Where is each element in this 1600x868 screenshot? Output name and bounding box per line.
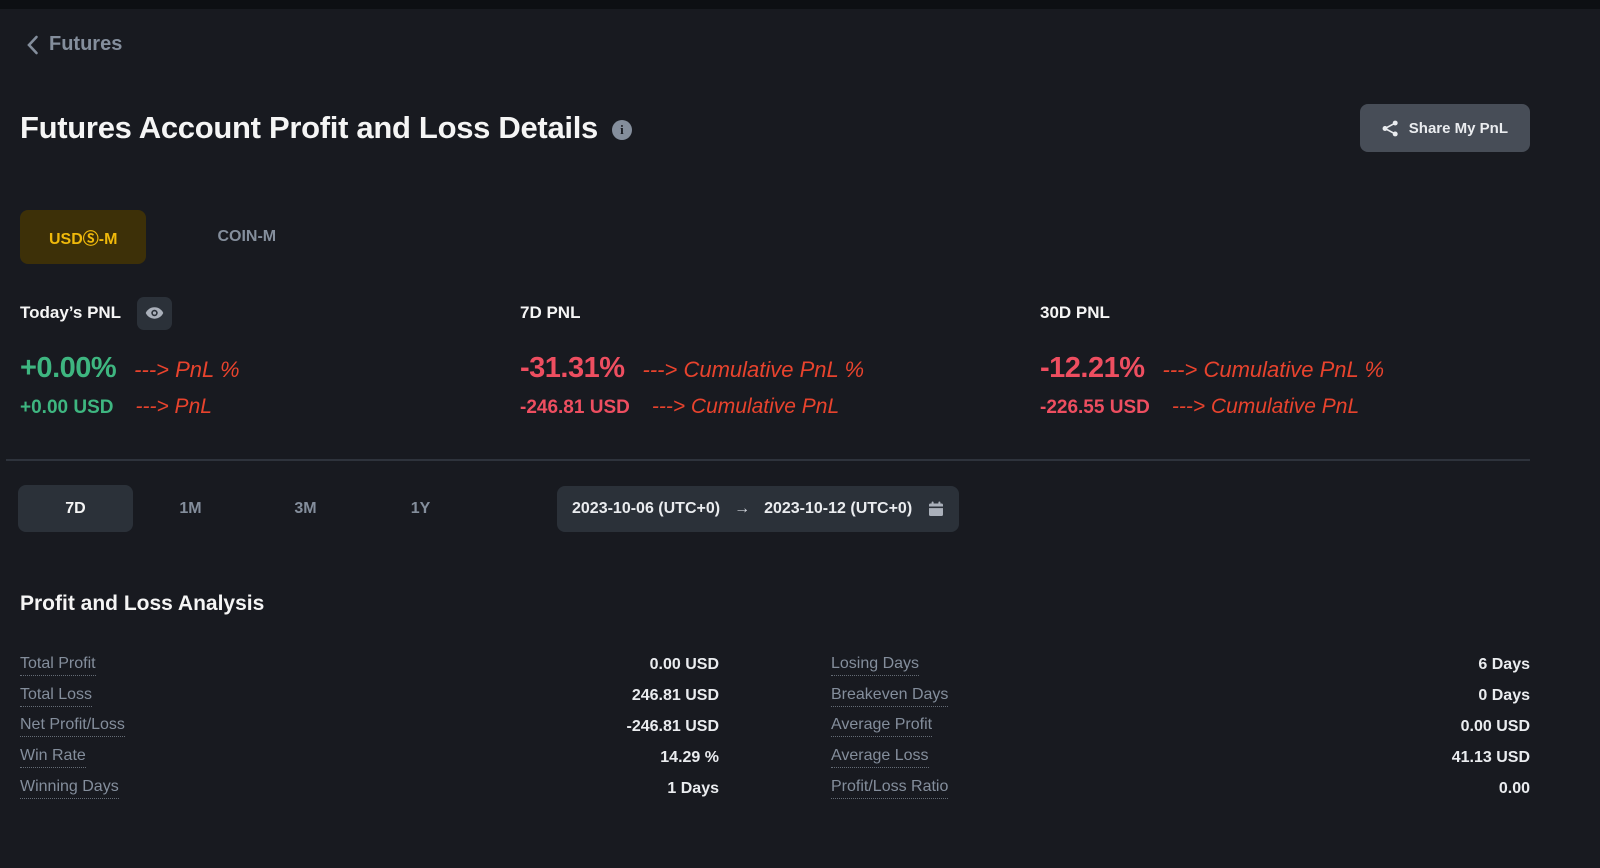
share-pnl-label: Share My PnL bbox=[1408, 119, 1508, 137]
analysis-row-total-loss: Total Loss 246.81 USD bbox=[20, 681, 719, 712]
tab-usds-m[interactable]: USDⓈ-M bbox=[20, 210, 147, 264]
eye-icon bbox=[145, 306, 164, 320]
analysis-value: 14.29 % bbox=[660, 748, 719, 766]
pnl-card-30d: 30D PNL -12.21% ---> Cumulative PnL % -2… bbox=[1040, 296, 1530, 419]
pnl-amount-annotation: ---> Cumulative PnL bbox=[651, 395, 840, 418]
page-title: Futures Account Profit and Loss Details bbox=[20, 110, 598, 145]
analysis-row-breakeven-days: Breakeven Days 0 Days bbox=[831, 681, 1530, 712]
tab-coin-m[interactable]: COIN-M bbox=[217, 228, 277, 245]
period-tab-1m[interactable]: 1M bbox=[133, 485, 248, 532]
pnl-card-title: Today’s PNL bbox=[20, 303, 122, 322]
window-top-edge bbox=[0, 0, 1600, 9]
pnl-amount-annotation: ---> PnL bbox=[135, 395, 212, 418]
share-icon bbox=[1382, 120, 1399, 137]
analysis-value: 0.00 USD bbox=[1460, 717, 1530, 735]
analysis-label[interactable]: Average Loss bbox=[831, 747, 929, 769]
info-icon[interactable]: i bbox=[611, 120, 632, 140]
share-pnl-button[interactable]: Share My PnL bbox=[1359, 104, 1530, 152]
analysis-value: 246.81 USD bbox=[631, 687, 719, 705]
analysis-value: 0.00 bbox=[1498, 779, 1530, 797]
market-tabs: USDⓈ-M COIN-M bbox=[20, 210, 1530, 264]
period-row: 7D 1M 3M 1Y 2023-10-06 (UTC+0) → 2023-10… bbox=[18, 485, 1530, 532]
back-label[interactable]: Futures bbox=[49, 33, 123, 55]
title-row: Futures Account Profit and Loss Details … bbox=[20, 104, 1530, 152]
analysis-value: 0 Days bbox=[1478, 687, 1530, 705]
calendar-icon bbox=[928, 501, 944, 517]
analysis-label[interactable]: Net Profit/Loss bbox=[20, 716, 125, 738]
analysis-row-losing-days: Losing Days 6 Days bbox=[831, 650, 1530, 681]
pnl-card-title: 7D PNL bbox=[520, 303, 581, 322]
analysis-label[interactable]: Profit/Loss Ratio bbox=[831, 778, 949, 800]
analysis-label[interactable]: Average Profit bbox=[831, 716, 933, 738]
period-tab-1y[interactable]: 1Y bbox=[363, 485, 478, 532]
date-range-picker[interactable]: 2023-10-06 (UTC+0) → 2023-10-12 (UTC+0) bbox=[557, 485, 960, 532]
analysis-row-win-rate: Win Rate 14.29 % bbox=[20, 742, 719, 773]
pnl-percent-annotation: ---> Cumulative PnL % bbox=[1162, 357, 1385, 382]
analysis-value: 0.00 USD bbox=[649, 656, 719, 674]
analysis-heading: Profit and Loss Analysis bbox=[20, 592, 265, 615]
period-tab-7d[interactable]: 7D bbox=[18, 485, 133, 532]
pnl-percent-annotation: ---> PnL % bbox=[134, 357, 240, 382]
pnl-amount-value: +0.00 USD bbox=[20, 397, 114, 418]
date-range-arrow-icon: → bbox=[734, 499, 751, 517]
analysis-row-average-loss: Average Loss 41.13 USD bbox=[831, 742, 1530, 773]
analysis-label[interactable]: Winning Days bbox=[20, 778, 119, 800]
period-tab-3m[interactable]: 3M bbox=[248, 485, 363, 532]
analysis-label[interactable]: Total Loss bbox=[20, 686, 93, 707]
analysis-value: -246.81 USD bbox=[626, 717, 720, 735]
toggle-visibility-button[interactable] bbox=[137, 296, 173, 330]
pnl-amount-value: -246.81 USD bbox=[520, 397, 630, 418]
analysis-label[interactable]: Losing Days bbox=[831, 655, 920, 676]
date-range-start: 2023-10-06 (UTC+0) bbox=[572, 499, 721, 517]
analysis-right-column: Losing Days 6 Days Breakeven Days 0 Days… bbox=[831, 650, 1530, 804]
analysis-value: 1 Days bbox=[667, 779, 719, 797]
pnl-amount-annotation: ---> Cumulative PnL bbox=[1171, 395, 1360, 418]
pnl-card-7d: 7D PNL -31.31% ---> Cumulative PnL % -24… bbox=[520, 296, 1040, 419]
pnl-amount-value: -226.55 USD bbox=[1040, 397, 1150, 418]
date-range-end: 2023-10-12 (UTC+0) bbox=[764, 499, 913, 517]
analysis-value: 41.13 USD bbox=[1451, 748, 1530, 766]
analysis-row-net-profit-loss: Net Profit/Loss -246.81 USD bbox=[20, 712, 719, 743]
pnl-card-today: Today’s PNL +0.00% ---> PnL % +0.00 U bbox=[20, 296, 520, 419]
section-divider bbox=[6, 459, 1530, 461]
pnl-percent-value: -31.31% bbox=[520, 352, 625, 384]
page-content: Futures Futures Account Profit and Loss … bbox=[0, 33, 1600, 804]
back-nav[interactable]: Futures bbox=[26, 33, 1530, 56]
analysis-row-winning-days: Winning Days 1 Days bbox=[20, 773, 719, 804]
analysis-label[interactable]: Breakeven Days bbox=[831, 686, 949, 707]
analysis-grid: Total Profit 0.00 USD Total Loss 246.81 … bbox=[20, 650, 1530, 804]
analysis-label[interactable]: Total Profit bbox=[20, 655, 96, 676]
back-chevron-icon bbox=[26, 35, 39, 55]
pnl-percent-value: +0.00% bbox=[20, 352, 117, 384]
pnl-card-title: 30D PNL bbox=[1040, 303, 1110, 322]
analysis-value: 6 Days bbox=[1478, 656, 1530, 674]
analysis-row-average-profit: Average Profit 0.00 USD bbox=[831, 712, 1530, 743]
analysis-row-profit-loss-ratio: Profit/Loss Ratio 0.00 bbox=[831, 773, 1530, 804]
pnl-percent-annotation: ---> Cumulative PnL % bbox=[642, 357, 865, 382]
analysis-row-total-profit: Total Profit 0.00 USD bbox=[20, 650, 719, 681]
analysis-label[interactable]: Win Rate bbox=[20, 747, 86, 769]
analysis-left-column: Total Profit 0.00 USD Total Loss 246.81 … bbox=[20, 650, 719, 804]
pnl-percent-value: -12.21% bbox=[1040, 352, 1145, 384]
pnl-summary-row: Today’s PNL +0.00% ---> PnL % +0.00 U bbox=[20, 296, 1530, 419]
